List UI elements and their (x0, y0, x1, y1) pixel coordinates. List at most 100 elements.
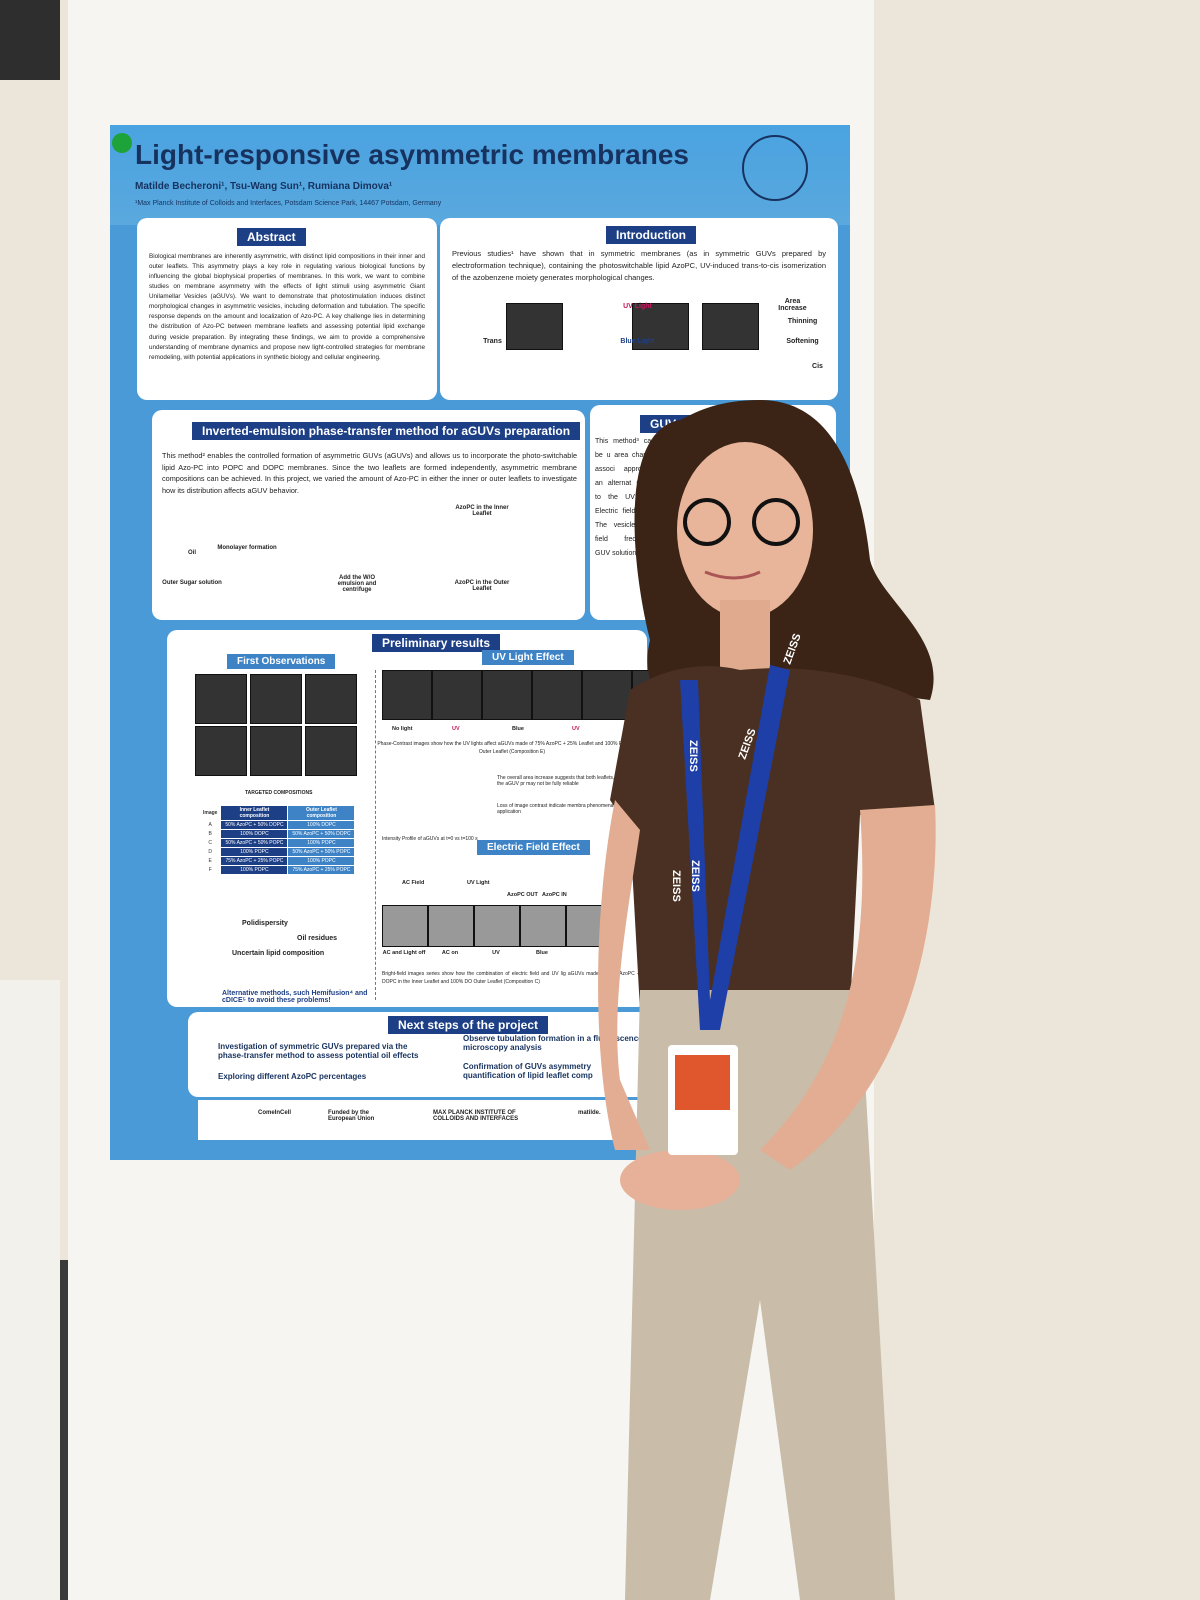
abstract-box: Abstract Biological membranes are inhere… (137, 218, 437, 400)
diagram-label: Oil (187, 550, 196, 556)
diagram-label: Softening (786, 338, 819, 345)
ceiling (0, 0, 60, 80)
mouth (704, 570, 761, 580)
micrograph (250, 726, 302, 776)
micrograph (702, 303, 759, 350)
issue: Polidispersity (242, 920, 288, 927)
profile-caption: Intensity Profile of aGUVs at t=0 vs t=1… (382, 836, 478, 842)
diagram-label: AzoPC IN (542, 892, 567, 898)
next-steps-box: Next steps of the project Investigation … (188, 1012, 648, 1097)
micrograph (195, 726, 247, 776)
frame-label: Blue (512, 726, 524, 732)
table-row: Image Inner Leaflet composition Outer Leaf… (198, 805, 356, 821)
micrograph (474, 905, 520, 947)
subheading: Electric Field Effect (477, 840, 590, 855)
neck (720, 600, 770, 670)
diagram-label: Add the W/O emulsion and centrifuge (337, 575, 377, 593)
subheading: UV Light Effect (482, 650, 574, 665)
micrograph (432, 670, 482, 720)
diagram-label: Outer Sugar solution (162, 580, 222, 586)
poster-header (110, 125, 850, 225)
abstract-text: Biological membranes are inherently asym… (149, 253, 425, 361)
frame-label: UV (452, 726, 460, 732)
ef-caption: Bright-field images series show how the … (382, 971, 652, 985)
micrograph (582, 670, 632, 720)
diagram-label: Monolayer formation (217, 545, 277, 551)
divider (375, 670, 377, 1000)
targeted: TARGETED COMPOSITIONS (245, 790, 313, 796)
diagram-label: Area Increase (778, 298, 807, 312)
introduction-box: Introduction Previous studies¹ have show… (440, 218, 838, 400)
diagram-label: Trans (483, 338, 502, 345)
micrograph (632, 303, 689, 350)
note: The overall area increase suggests that … (497, 775, 647, 787)
diagram-label: UV Light (467, 880, 490, 886)
issue: Uncertain lipid composition (232, 950, 325, 957)
diagram-label: Blue Light (620, 338, 655, 345)
guvs-text: This method³ can be u area change associ… (595, 438, 655, 557)
diagram-label: AC Field (402, 880, 425, 886)
affiliation: ¹Max Planck Institute of Colloids and In… (135, 200, 442, 207)
footer-logo: Funded by the European Union (328, 1110, 375, 1122)
footer-logo: MAX PLANCK INSTITUTE OF COLLOIDS AND INT… (433, 1110, 519, 1122)
lanyard-print: ZEISS (689, 860, 701, 892)
footer: ComeInCell Funded by the European Union MA… (198, 1100, 648, 1140)
frame-label: AC on (441, 950, 459, 956)
table-cell: Inner Leaflet composition (220, 805, 289, 821)
micrograph (520, 905, 566, 947)
uv-caption: Phase-Contrast images show how the UV li… (377, 741, 647, 755)
frame-label: UV (492, 950, 500, 956)
micrograph (382, 905, 428, 947)
micrograph (195, 674, 247, 724)
micrograph (305, 674, 357, 724)
footer-logo: ComeInCell (258, 1110, 292, 1116)
table-cell: F (198, 865, 222, 875)
composition-table: Image Inner Leaflet composition Outer Leaf… (198, 805, 356, 875)
lanyard-print: ZEISS (670, 870, 682, 902)
method-text: This method² enables the controlled form… (162, 451, 577, 496)
sticker (112, 133, 132, 153)
face (677, 442, 813, 618)
table-row: F 100% POPC 75% AzoPC + 25% POPC (198, 865, 356, 875)
micrograph (532, 670, 582, 720)
intro-text: Previous studies¹ have shown that in sym… (452, 249, 826, 282)
subheading: First Observations (227, 654, 336, 669)
lanyard-print: ZEISS (687, 740, 699, 772)
authors: Matilde Becheroni¹, Tsu-Wang Sun¹, Rumia… (135, 181, 393, 192)
heading: Abstract (237, 228, 306, 246)
micrograph (506, 303, 563, 350)
bullet: Exploring different AzoPC percentages (218, 1072, 367, 1081)
bullet: Observe tubulation formation in a fluore… (463, 1034, 643, 1052)
heading: Introduction (606, 226, 696, 244)
diagram-label: AzoPC in the Outer Leaflet (454, 580, 510, 592)
heading: Next steps of the project (388, 1016, 549, 1034)
frame-label: No light (392, 726, 413, 732)
table-cell: Image (198, 805, 222, 821)
table-cell: 75% AzoPC + 25% POPC (287, 865, 356, 875)
badge-art (675, 1055, 730, 1110)
frame-label: AC and Light off (382, 950, 426, 956)
micrograph (382, 670, 432, 720)
glasses (752, 498, 800, 546)
bullet: Confirmation of GUVs asymmetry quantific… (463, 1062, 593, 1080)
rolled-paper (0, 980, 60, 1600)
issue: Oil residues (297, 935, 338, 942)
hair-front (700, 418, 825, 500)
logo (742, 135, 808, 201)
frame-label: UV (572, 726, 580, 732)
results-box: Preliminary results First Observations U… (167, 630, 682, 1007)
lanyard (680, 665, 790, 1030)
micrograph (250, 674, 302, 724)
diagram-label: UV Light (623, 303, 652, 310)
diagram-label: AzoPC OUT (507, 892, 538, 898)
diagram-label: Cis (812, 363, 823, 370)
arm (760, 805, 936, 1170)
micrograph (428, 905, 474, 947)
table: Image Inner Leaflet composition Outer Leaf… (198, 805, 356, 875)
hands (620, 1150, 740, 1210)
frame-label: Blue (536, 950, 548, 956)
title: Light-responsive asymmetric membranes (135, 139, 689, 170)
heading: Inverted-emulsion phase-transfer method … (192, 422, 581, 440)
